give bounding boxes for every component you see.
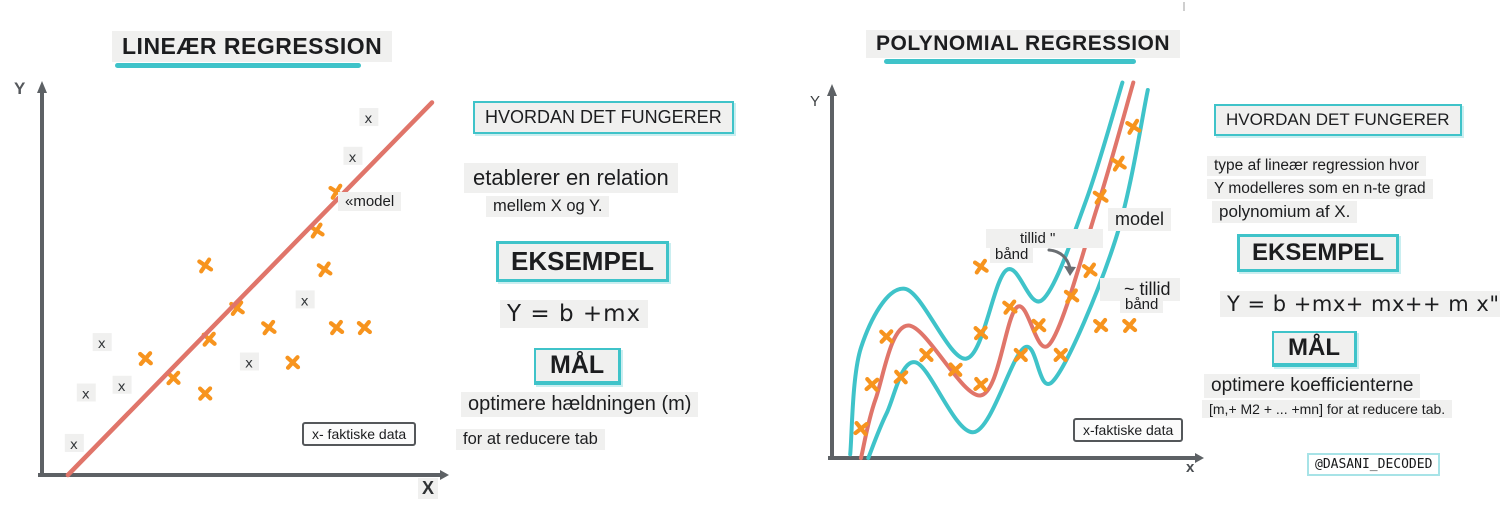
smooth-series-0 <box>848 80 1125 457</box>
data-point-cross <box>197 386 213 401</box>
data-point-cross <box>1063 288 1080 304</box>
data-point-cross <box>919 347 934 363</box>
left-formula: Y = b +mx <box>500 300 649 328</box>
data-point-cross <box>948 362 963 377</box>
data-point-x: x <box>82 387 90 403</box>
data-point-x: x <box>364 111 372 127</box>
data-point-cross <box>1110 155 1127 172</box>
left-example-box: EKSEMPEL <box>496 241 670 282</box>
y-axis-arrow <box>37 81 47 93</box>
data-point-x: x <box>70 437 78 453</box>
data-point-cross <box>864 376 880 392</box>
right-y-axis-label: Y <box>810 93 821 110</box>
data-point-x: x <box>301 293 309 309</box>
data-point-cross <box>316 261 333 278</box>
linear-title-underline <box>115 63 361 68</box>
data-point-cross <box>1013 347 1028 363</box>
right-legend-box: x-faktiske data <box>1073 418 1184 442</box>
data-point-cross <box>261 319 277 336</box>
data-point-cross <box>166 370 181 386</box>
y-axis-arrow <box>827 84 837 96</box>
left-y-axis-label: Y <box>14 79 26 98</box>
data-point-cross <box>1081 262 1098 279</box>
polynomial-regression-title-text: POLYNOMIAL REGRESSION <box>866 30 1181 58</box>
left-description-line2: mellem X og Y. <box>486 196 610 217</box>
data-point-cross <box>973 376 989 392</box>
data-point-cross <box>285 355 301 370</box>
right-description-line1: type af lineær regression hvor <box>1207 156 1427 176</box>
data-point-cross <box>879 329 894 344</box>
left-legend-box: x- faktiske data <box>302 422 417 446</box>
right-x-axis-label: x <box>1186 459 1195 476</box>
data-point-cross <box>1031 318 1047 333</box>
data-point-cross <box>1002 299 1018 315</box>
right-description-line3: polynomium af X. <box>1212 201 1358 223</box>
scatter-series-3 <box>853 118 1142 437</box>
left-goal-line1: optimere hældningen (m) <box>461 392 699 417</box>
right-goal-line2: [m,+ M2 + ... +mn] for at reducere tab. <box>1202 400 1453 418</box>
data-point-cross <box>973 325 989 341</box>
right-formula: Y = b +mx+ mx++ m x" <box>1220 291 1500 317</box>
right-how-it-works-box: HVORDAN DET FUNGERER <box>1214 104 1462 136</box>
data-point-x: x <box>245 355 253 371</box>
watermark-badge: @DASANI_DECODED <box>1307 453 1441 476</box>
right-model-curve-label: model <box>1108 208 1172 231</box>
polynomial-regression-title: POLYNOMIAL REGRESSION <box>866 30 1181 64</box>
data-point-cross <box>1122 318 1138 334</box>
axes <box>827 84 1204 463</box>
left-how-it-works-box: HVORDAN DET FUNGERER <box>473 101 734 134</box>
data-point-cross <box>1053 347 1068 363</box>
data-point-cross <box>972 258 989 275</box>
right-goal-line1: optimere koefficienterne <box>1204 374 1421 398</box>
data-point-cross <box>1093 317 1109 334</box>
right-goal-box: MÅL <box>1272 331 1357 367</box>
left-x-axis-label: X <box>418 478 439 499</box>
data-point-cross <box>1092 188 1109 205</box>
data-point-x: x <box>98 336 106 352</box>
data-point-cross <box>1125 118 1142 135</box>
left-description-line1: etablerer en relation <box>464 163 678 193</box>
scatter-series-1: x x x x x x x x <box>64 108 379 453</box>
polynomial-regression-chart <box>827 80 1204 463</box>
data-point-x: x <box>118 379 126 395</box>
left-model-line-label: «model <box>338 192 402 211</box>
axes <box>37 81 449 480</box>
top-tick-mark <box>1183 2 1185 11</box>
data-point-cross <box>308 222 325 239</box>
data-point-cross <box>328 319 345 336</box>
linear-regression-chart: x x x x x x x x <box>37 81 449 480</box>
data-point-cross <box>197 257 214 274</box>
line-series-2 <box>65 100 435 478</box>
x-axis-arrow <box>440 470 449 480</box>
right-description-line2: Y modelleres som en n-te grad <box>1207 179 1433 199</box>
linear-regression-title-text: LINEÆR REGRESSION <box>112 31 393 62</box>
confidence-band-label-right: ~ tillid <box>1100 278 1180 301</box>
confidence-band-label-top-line2: bånd <box>990 246 1034 263</box>
data-point-cross <box>138 351 153 367</box>
confidence-band-label-top: tillid " <box>986 229 1103 248</box>
confidence-band-label-right-line2: bånd <box>1120 296 1164 313</box>
data-point-x: x <box>348 150 356 166</box>
scatter-series-0 <box>138 183 372 401</box>
data-point-cross <box>893 369 909 385</box>
x-axis-arrow <box>1195 453 1204 463</box>
polynomial-title-underline <box>884 59 1136 64</box>
linear-regression-title: LINEÆR REGRESSION <box>112 31 393 68</box>
right-example-box: EKSEMPEL <box>1237 234 1400 272</box>
data-point-cross <box>853 420 869 437</box>
left-goal-line2: for at reducere tab <box>456 429 605 450</box>
smooth-series-1 <box>859 80 1136 460</box>
data-point-cross <box>356 319 372 336</box>
left-goal-box: MÅL <box>534 348 622 385</box>
band-pointer-arrow-icon <box>1047 248 1076 276</box>
